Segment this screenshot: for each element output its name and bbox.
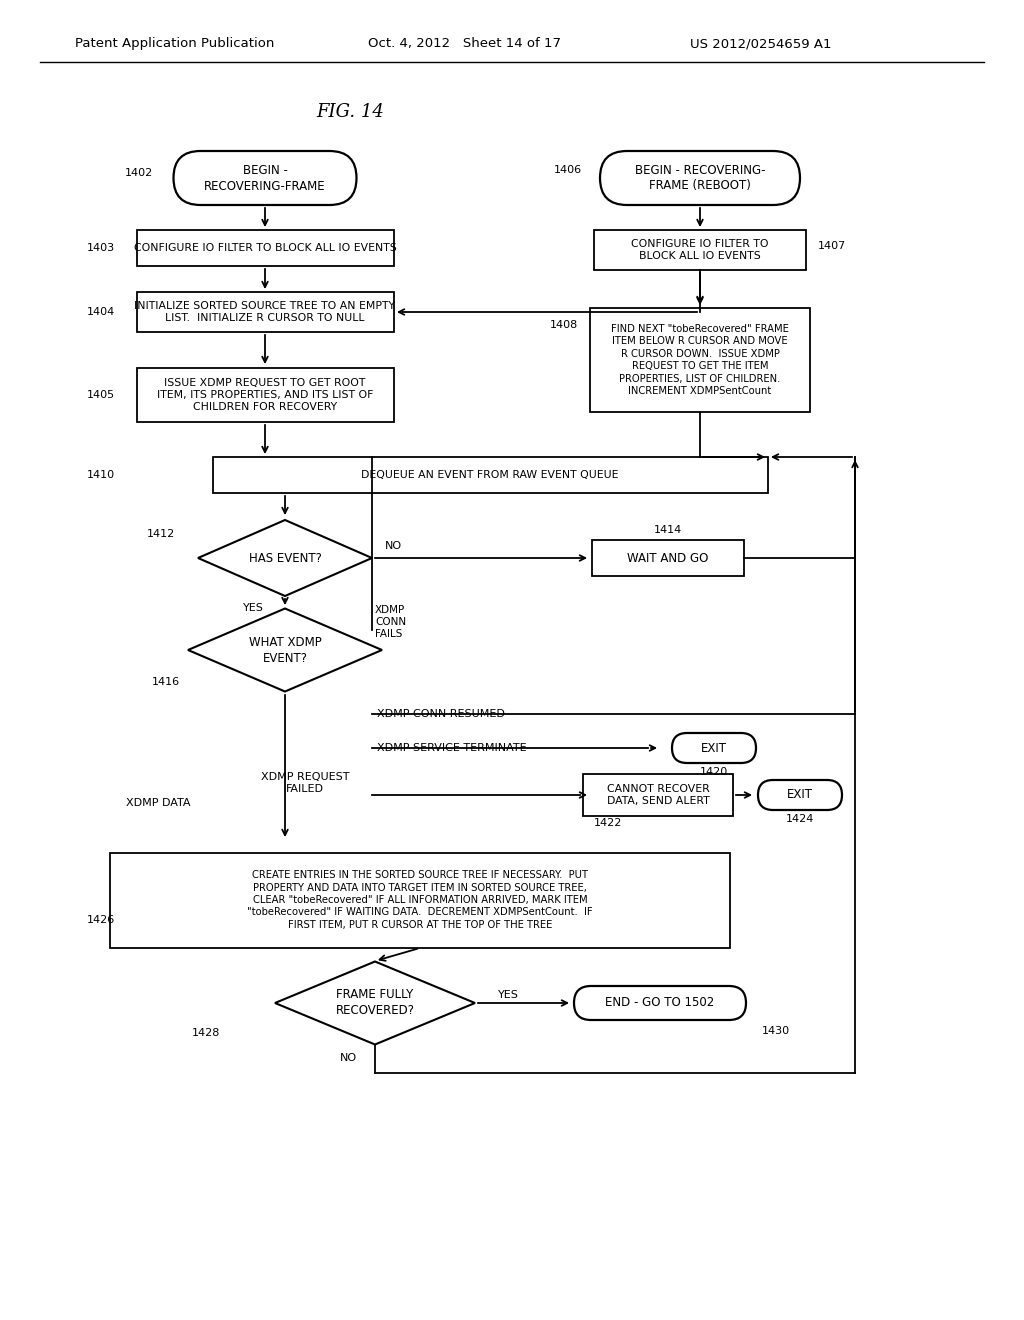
Text: 1408: 1408 xyxy=(550,319,578,330)
Text: XDMP CONN RESUMED: XDMP CONN RESUMED xyxy=(377,709,505,719)
Text: 1410: 1410 xyxy=(87,470,115,480)
FancyBboxPatch shape xyxy=(574,986,746,1020)
Polygon shape xyxy=(275,961,475,1044)
Text: US 2012/0254659 A1: US 2012/0254659 A1 xyxy=(690,37,831,50)
Text: 1416: 1416 xyxy=(152,677,180,686)
Text: CANNOT RECOVER
DATA, SEND ALERT: CANNOT RECOVER DATA, SEND ALERT xyxy=(606,784,710,807)
Text: Patent Application Publication: Patent Application Publication xyxy=(75,37,274,50)
Text: 1430: 1430 xyxy=(762,1026,791,1036)
Text: XDMP SERVICE TERMINATE: XDMP SERVICE TERMINATE xyxy=(377,743,526,752)
Text: 1428: 1428 xyxy=(191,1028,220,1038)
FancyBboxPatch shape xyxy=(672,733,756,763)
Text: Oct. 4, 2012   Sheet 14 of 17: Oct. 4, 2012 Sheet 14 of 17 xyxy=(368,37,561,50)
Text: 1405: 1405 xyxy=(87,389,115,400)
FancyBboxPatch shape xyxy=(600,150,800,205)
Text: BEGIN - RECOVERING-
FRAME (REBOOT): BEGIN - RECOVERING- FRAME (REBOOT) xyxy=(635,164,765,193)
Text: 1404: 1404 xyxy=(87,308,115,317)
Text: EXIT: EXIT xyxy=(701,742,727,755)
FancyBboxPatch shape xyxy=(758,780,842,810)
Text: 1414: 1414 xyxy=(654,525,682,535)
Text: DEQUEUE AN EVENT FROM RAW EVENT QUEUE: DEQUEUE AN EVENT FROM RAW EVENT QUEUE xyxy=(361,470,618,480)
Polygon shape xyxy=(188,609,382,692)
Text: 1420: 1420 xyxy=(699,767,728,777)
Text: 1426: 1426 xyxy=(87,915,115,925)
Text: 1422: 1422 xyxy=(594,818,623,828)
Text: CONFIGURE IO FILTER TO BLOCK ALL IO EVENTS: CONFIGURE IO FILTER TO BLOCK ALL IO EVEN… xyxy=(133,243,396,253)
Text: BEGIN -
RECOVERING-FRAME: BEGIN - RECOVERING-FRAME xyxy=(204,164,326,193)
Text: XDMP DATA: XDMP DATA xyxy=(126,799,190,808)
Text: HAS EVENT?: HAS EVENT? xyxy=(249,552,322,565)
Text: WAIT AND GO: WAIT AND GO xyxy=(628,552,709,565)
Text: NO: NO xyxy=(339,1053,356,1063)
Text: 1412: 1412 xyxy=(146,529,175,539)
FancyBboxPatch shape xyxy=(590,308,810,412)
Text: ISSUE XDMP REQUEST TO GET ROOT
ITEM, ITS PROPERTIES, AND ITS LIST OF
CHILDREN FO: ISSUE XDMP REQUEST TO GET ROOT ITEM, ITS… xyxy=(157,378,373,412)
Text: 1406: 1406 xyxy=(554,165,582,176)
Text: XDMP
CONN
FAILS: XDMP CONN FAILS xyxy=(375,606,407,639)
Text: FIG. 14: FIG. 14 xyxy=(316,103,384,121)
Text: NO: NO xyxy=(385,541,402,550)
Text: CREATE ENTRIES IN THE SORTED SOURCE TREE IF NECESSARY.  PUT
PROPERTY AND DATA IN: CREATE ENTRIES IN THE SORTED SOURCE TREE… xyxy=(247,870,593,929)
Text: 1407: 1407 xyxy=(818,242,846,251)
Text: YES: YES xyxy=(243,603,263,612)
FancyBboxPatch shape xyxy=(136,230,393,267)
Polygon shape xyxy=(198,520,372,597)
Text: INITIALIZE SORTED SOURCE TREE TO AN EMPTY
LIST.  INITIALIZE R CURSOR TO NULL: INITIALIZE SORTED SOURCE TREE TO AN EMPT… xyxy=(134,301,395,323)
FancyBboxPatch shape xyxy=(583,774,733,816)
FancyBboxPatch shape xyxy=(213,457,768,492)
Text: XDMP REQUEST
FAILED: XDMP REQUEST FAILED xyxy=(261,772,349,793)
FancyBboxPatch shape xyxy=(110,853,730,948)
Text: YES: YES xyxy=(498,990,519,1001)
Text: 1424: 1424 xyxy=(785,814,814,824)
Text: EXIT: EXIT xyxy=(787,788,813,801)
FancyBboxPatch shape xyxy=(136,292,393,333)
Text: 1403: 1403 xyxy=(87,243,115,253)
Text: FRAME FULLY
RECOVERED?: FRAME FULLY RECOVERED? xyxy=(336,989,415,1018)
Text: END - GO TO 1502: END - GO TO 1502 xyxy=(605,997,715,1010)
Text: 1402: 1402 xyxy=(125,168,153,178)
Text: CONFIGURE IO FILTER TO
BLOCK ALL IO EVENTS: CONFIGURE IO FILTER TO BLOCK ALL IO EVEN… xyxy=(631,239,769,261)
FancyBboxPatch shape xyxy=(173,150,356,205)
Text: FIND NEXT "tobeRecovered" FRAME
ITEM BELOW R CURSOR AND MOVE
R CURSOR DOWN.  ISS: FIND NEXT "tobeRecovered" FRAME ITEM BEL… xyxy=(611,323,788,396)
FancyBboxPatch shape xyxy=(594,230,806,271)
Text: WHAT XDMP
EVENT?: WHAT XDMP EVENT? xyxy=(249,635,322,664)
FancyBboxPatch shape xyxy=(592,540,744,576)
FancyBboxPatch shape xyxy=(136,368,393,422)
